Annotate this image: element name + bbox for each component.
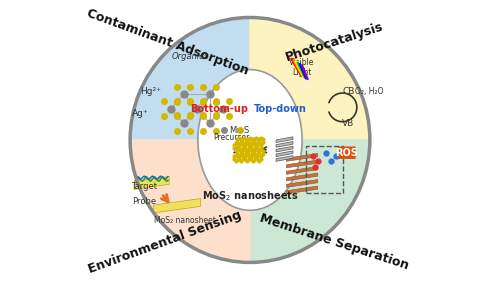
Text: Environmental Sensing: Environmental Sensing	[87, 208, 244, 276]
Text: Membrane Separation: Membrane Separation	[258, 212, 410, 272]
Text: CB: CB	[343, 87, 355, 96]
Text: Mo: Mo	[228, 125, 241, 135]
Polygon shape	[276, 137, 293, 143]
Polygon shape	[276, 146, 293, 152]
Text: Photocatalysis: Photocatalysis	[284, 20, 386, 64]
Ellipse shape	[198, 70, 302, 210]
Polygon shape	[130, 140, 250, 263]
Text: Target: Target	[132, 182, 158, 191]
Text: Ag⁺: Ag⁺	[132, 109, 148, 118]
Text: MoS₂ nanosheet: MoS₂ nanosheet	[154, 216, 216, 225]
Text: VB: VB	[342, 118, 354, 127]
Polygon shape	[286, 160, 318, 168]
Text: Top-down: Top-down	[254, 104, 307, 114]
Text: MoS$_2$ nanosheets: MoS$_2$ nanosheets	[202, 189, 298, 203]
Text: S: S	[243, 125, 248, 135]
Polygon shape	[286, 173, 318, 181]
Text: Probe: Probe	[132, 197, 156, 206]
FancyBboxPatch shape	[338, 146, 356, 159]
Polygon shape	[134, 177, 169, 190]
Text: Precursor: Precursor	[214, 133, 250, 142]
Polygon shape	[286, 186, 318, 194]
Text: Contaminant Adsorption: Contaminant Adsorption	[85, 7, 250, 78]
Polygon shape	[276, 151, 293, 157]
Polygon shape	[276, 142, 293, 147]
Text: Organics: Organics	[172, 52, 209, 61]
Text: O₂, H₂O: O₂, H₂O	[355, 87, 384, 96]
Text: Bottom-up: Bottom-up	[190, 104, 248, 114]
Polygon shape	[250, 17, 370, 140]
Polygon shape	[286, 153, 318, 161]
Polygon shape	[250, 140, 370, 263]
Text: ROS: ROS	[336, 148, 358, 158]
Polygon shape	[286, 167, 318, 174]
Polygon shape	[276, 156, 293, 161]
Text: Hg²⁺: Hg²⁺	[140, 87, 161, 96]
Polygon shape	[286, 180, 318, 187]
Polygon shape	[130, 17, 250, 140]
Text: Visible
Light: Visible Light	[289, 58, 314, 77]
Polygon shape	[154, 199, 200, 213]
